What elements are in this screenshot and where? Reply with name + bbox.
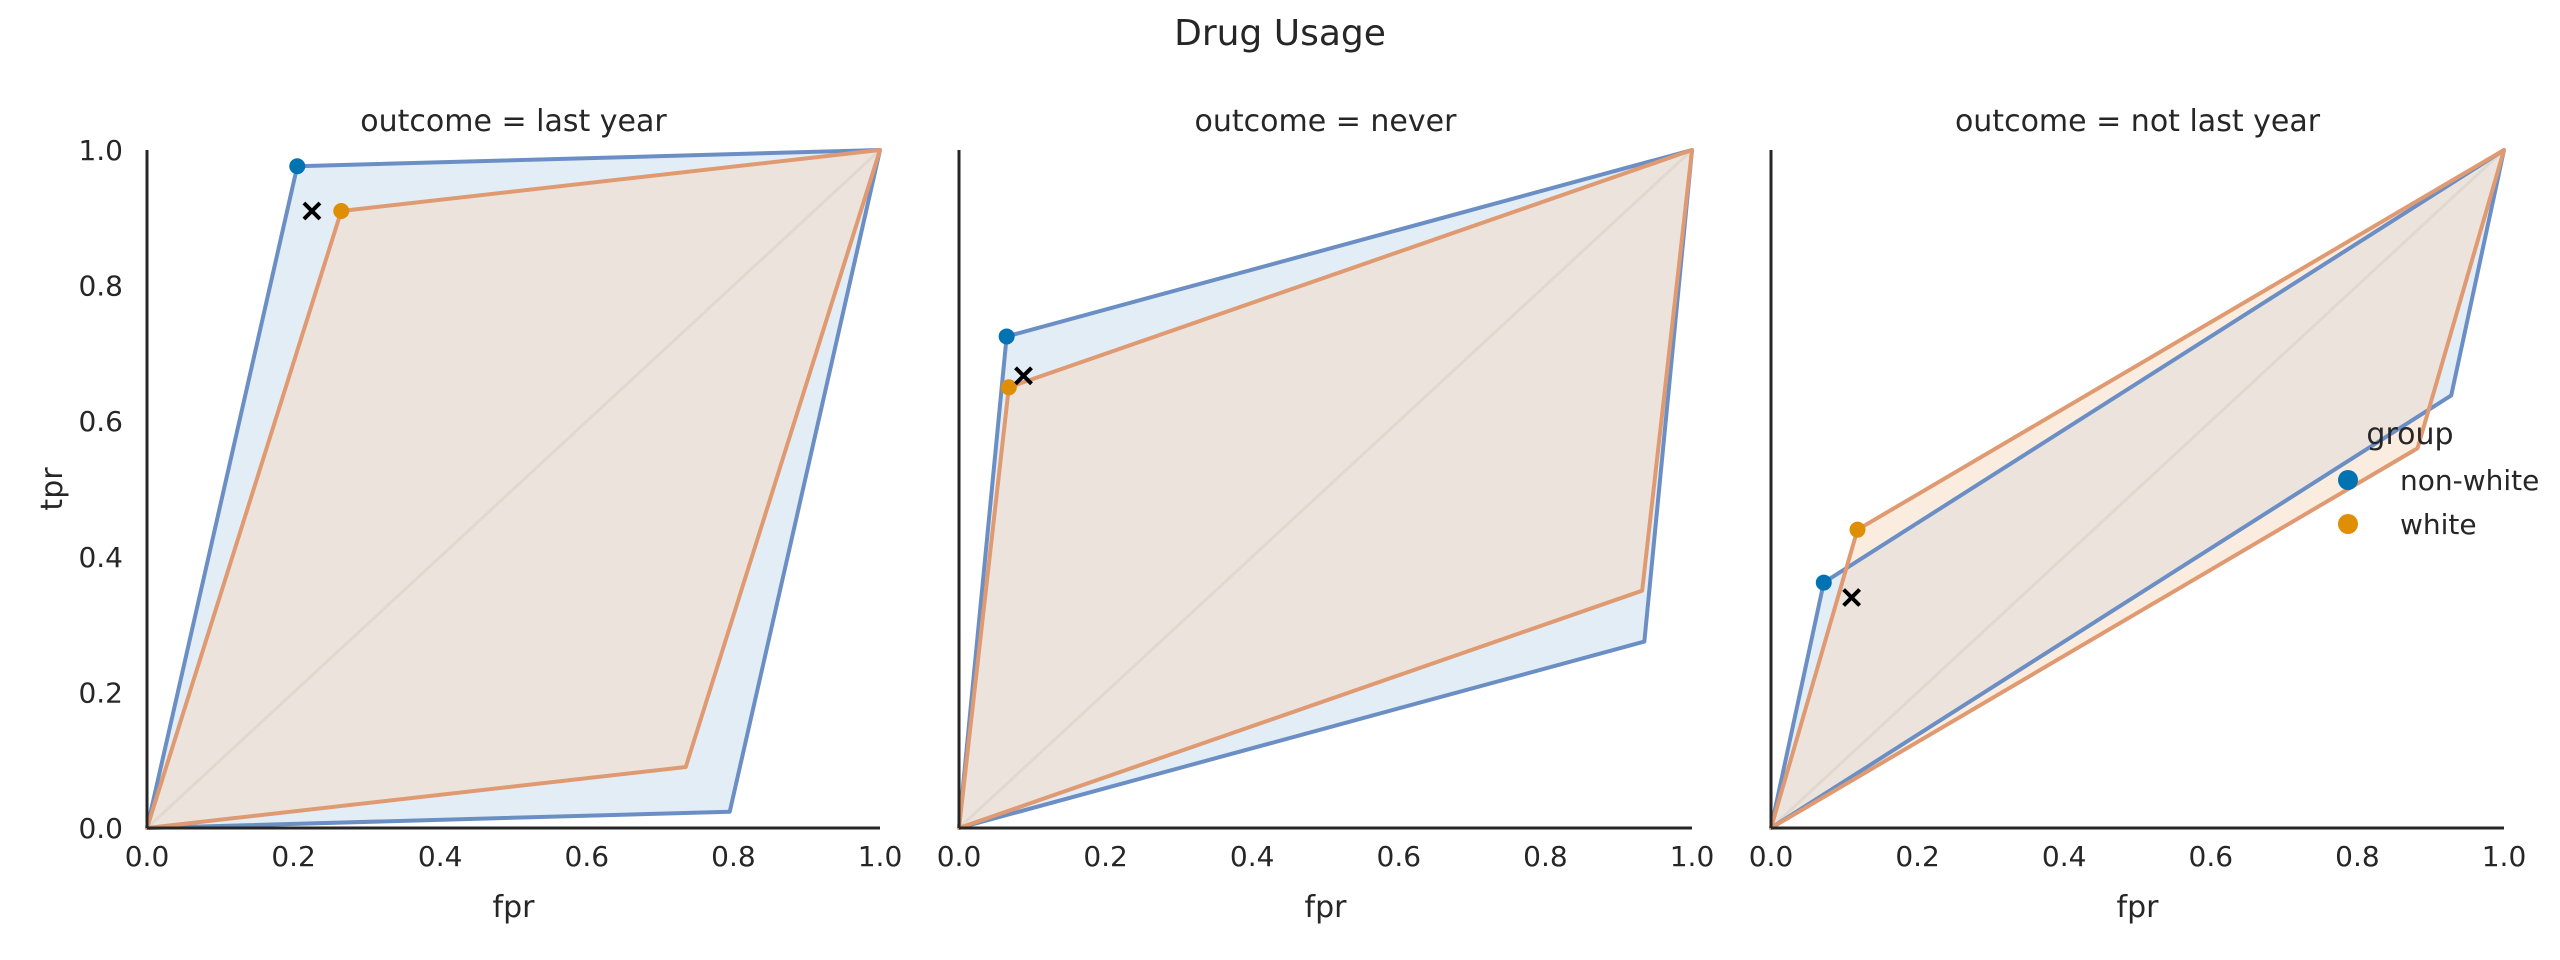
y-tick-label: 0.4 (78, 541, 123, 574)
legend-label-white: white (2400, 508, 2477, 541)
x-tick-label: 1.0 (858, 840, 903, 873)
x-marker-stroke (1014, 366, 1033, 386)
x-tick-label: 0.6 (565, 840, 610, 873)
point-white (333, 203, 350, 220)
y-tick-label: 0.2 (78, 676, 123, 709)
y-tick-label: 0.8 (78, 270, 123, 303)
legend: group non-white white (2338, 417, 2539, 541)
x-marker (302, 201, 322, 221)
x-tick-label: 0.2 (271, 840, 316, 873)
x-tick-label: 1.0 (1670, 840, 1715, 873)
x-tick-label: 0.4 (418, 840, 463, 873)
y-tick-label: 1.0 (78, 134, 123, 167)
x-tick-label: 0.6 (1377, 840, 1422, 873)
hull-outline-white (1769, 148, 2506, 830)
x-tick-label: 0.8 (1523, 840, 1568, 873)
point-non-white (289, 158, 306, 175)
panel-title: outcome = last year (360, 104, 667, 139)
legend-marker-non-white (2338, 470, 2358, 490)
x-axis-label: fpr (1305, 890, 1348, 925)
x-marker (1014, 366, 1033, 386)
legend-title: group (2366, 417, 2453, 452)
y-axis-label: tpr (35, 467, 70, 511)
x-tick-label: 0.0 (125, 840, 170, 873)
hull-fill-white (147, 150, 880, 828)
x-marker-stroke (302, 201, 322, 221)
panel-title: outcome = never (1195, 104, 1458, 139)
x-tick-label: 1.0 (2482, 840, 2527, 873)
x-tick-label: 0.0 (1749, 840, 1794, 873)
y-tick-label: 0.0 (78, 812, 123, 845)
legend-marker-white (2338, 514, 2358, 534)
legend-label-non-white: non-white (2400, 464, 2539, 497)
panel-2: outcome = never 0.0 0.2 0.4 0.6 0.8 1.0 fpr (937, 104, 1715, 925)
x-tick-label: 0.2 (1895, 840, 1940, 873)
panel-1: outcome = last year 0.0 0.2 0.4 0.6 0.8 1.0 0.0… (35, 104, 902, 925)
x-marker-stroke (1842, 588, 1862, 607)
x-axis-label: fpr (493, 890, 536, 925)
panel-3: outcome = not last year 0.0 0.2 0.4 0.6 0.8 1.… (1749, 104, 2527, 925)
x-tick-label: 0.2 (1083, 840, 1128, 873)
point-white (1000, 379, 1017, 396)
x-axis-label: fpr (2117, 890, 2160, 925)
x-marker (1842, 588, 1862, 607)
x-tick-label: 0.4 (2042, 840, 2087, 873)
x-tick-label: 0.6 (2189, 840, 2234, 873)
x-tick-label: 0.4 (1230, 840, 1275, 873)
hull-fill-white (1771, 150, 2504, 828)
hull-outline-white (957, 148, 1694, 830)
hull-outline-white (145, 148, 882, 830)
point-non-white (1815, 574, 1832, 591)
point-white (1849, 521, 1866, 538)
point-non-white (998, 328, 1015, 345)
y-tick-label: 0.6 (78, 405, 123, 438)
x-tick-label: 0.8 (2335, 840, 2380, 873)
chart-title: Drug Usage (1174, 13, 1386, 54)
x-tick-label: 0.8 (711, 840, 756, 873)
hull-fill-white (959, 150, 1692, 828)
panel-title: outcome = not last year (1955, 104, 2321, 139)
x-tick-label: 0.0 (937, 840, 982, 873)
